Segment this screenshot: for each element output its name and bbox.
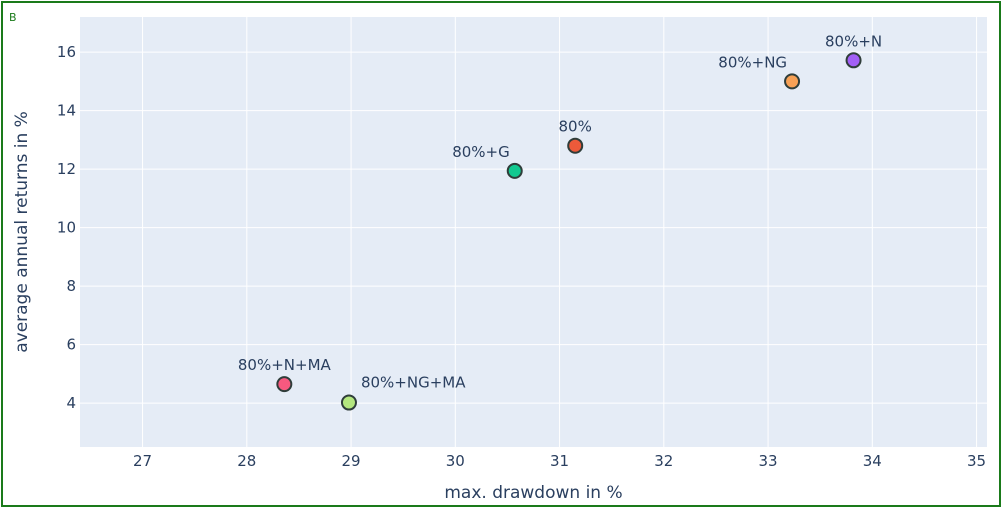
y-axis-title: average annual returns in % <box>12 111 32 353</box>
gridlines <box>80 17 987 447</box>
point-labels: 80%+N 80%+NG 80% 80%+G 80%+N+MA 80%+NG+MA <box>238 32 882 391</box>
point-label: 80%+G <box>452 143 510 161</box>
x-tick-label: 31 <box>550 452 569 470</box>
data-point <box>845 52 862 69</box>
x-tick-label: 29 <box>342 452 361 470</box>
y-tick-label: 16 <box>57 43 76 61</box>
point-label: 80%+N+MA <box>238 356 332 374</box>
panel-label: B <box>9 11 17 24</box>
x-tick-label: 32 <box>654 452 673 470</box>
x-tick-label: 35 <box>967 452 986 470</box>
y-tick-label: 8 <box>66 277 76 295</box>
y-tick-label: 6 <box>66 336 76 354</box>
y-tick-label: 14 <box>57 102 76 120</box>
plot-area <box>80 17 987 447</box>
x-axis-title: max. drawdown in % <box>444 483 622 503</box>
point-label: 80% <box>559 118 592 136</box>
x-tick-label: 33 <box>759 452 778 470</box>
x-tick-label: 28 <box>237 452 256 470</box>
x-tick-label: 34 <box>863 452 882 470</box>
data-point <box>276 376 293 393</box>
x-tick-label: 27 <box>133 452 152 470</box>
x-tick-label: 30 <box>446 452 465 470</box>
x-tick-labels: 27 28 29 30 31 32 33 34 35 <box>133 452 986 470</box>
data-point <box>506 162 523 179</box>
y-tick-labels: 4 6 8 10 12 14 16 <box>57 43 76 412</box>
y-tick-label: 10 <box>57 219 76 237</box>
y-tick-label: 4 <box>66 394 76 412</box>
point-label: 80%+NG+MA <box>361 374 466 392</box>
data-points <box>276 52 862 411</box>
data-point <box>784 73 801 90</box>
point-label: 80%+NG <box>718 53 787 71</box>
y-tick-label: 12 <box>57 160 76 178</box>
data-point <box>567 137 584 154</box>
data-point <box>340 394 357 411</box>
point-label: 80%+N <box>825 32 882 50</box>
